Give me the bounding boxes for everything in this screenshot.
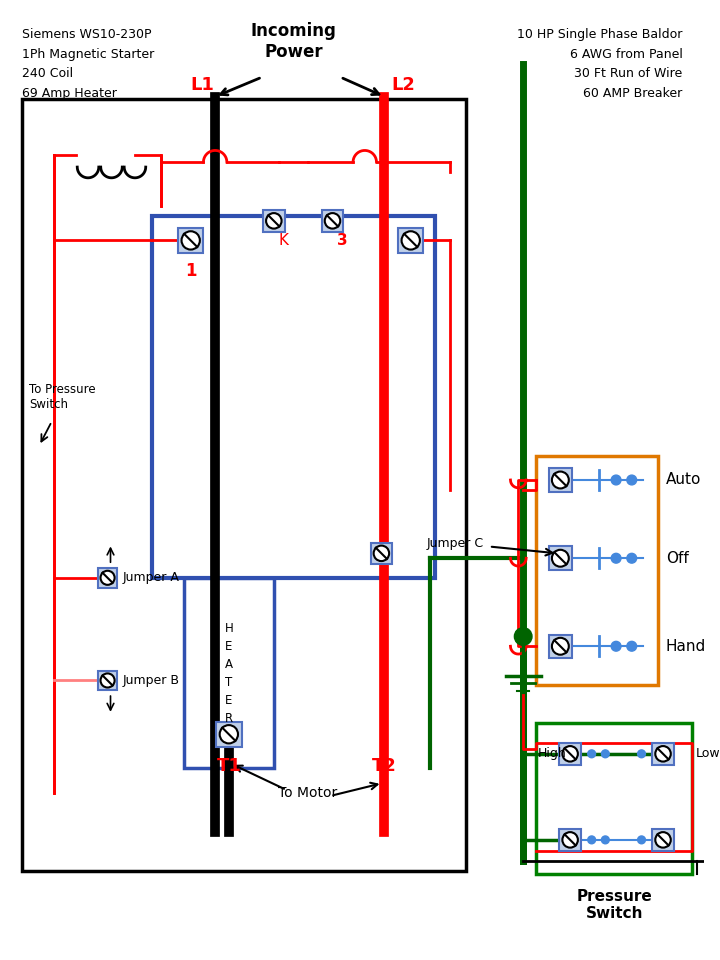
Text: Incoming
Power: Incoming Power: [251, 22, 336, 61]
Circle shape: [374, 545, 389, 561]
Bar: [536, 723, 693, 875]
Circle shape: [552, 550, 569, 566]
Circle shape: [562, 832, 578, 848]
Bar: [549, 635, 572, 658]
Text: 6 AWG from Panel: 6 AWG from Panel: [570, 48, 683, 60]
Text: L2: L2: [391, 76, 415, 94]
Bar: [152, 216, 435, 578]
Circle shape: [627, 641, 636, 651]
Circle shape: [611, 553, 621, 564]
Bar: [398, 228, 423, 253]
Bar: [184, 578, 274, 769]
Text: Jumper C: Jumper C: [426, 537, 484, 550]
Text: 69 Amp Heater: 69 Amp Heater: [22, 86, 117, 100]
Bar: [559, 743, 581, 764]
Bar: [178, 228, 204, 253]
Text: 30 Ft Run of Wire: 30 Ft Run of Wire: [575, 67, 683, 81]
Text: Jumper A: Jumper A: [122, 571, 179, 585]
Bar: [322, 210, 343, 231]
Bar: [652, 829, 674, 851]
Bar: [263, 210, 284, 231]
Text: 3: 3: [338, 232, 348, 248]
Circle shape: [266, 213, 282, 228]
Text: Off: Off: [666, 551, 689, 565]
Circle shape: [514, 628, 532, 645]
Text: 60 AMP Breaker: 60 AMP Breaker: [583, 86, 683, 100]
Text: 10 HP Single Phase Baldor: 10 HP Single Phase Baldor: [517, 28, 683, 41]
Circle shape: [638, 750, 645, 757]
Text: T2: T2: [372, 756, 397, 775]
Circle shape: [181, 231, 200, 250]
Bar: [371, 542, 392, 564]
Circle shape: [101, 571, 114, 585]
Bar: [549, 468, 572, 492]
Circle shape: [655, 832, 671, 848]
Bar: [536, 456, 658, 685]
Circle shape: [552, 637, 569, 655]
Text: Auto: Auto: [666, 472, 701, 488]
Text: Low: Low: [696, 747, 720, 760]
Text: 240 Coil: 240 Coil: [22, 67, 73, 81]
Text: To Pressure
Switch: To Pressure Switch: [30, 383, 96, 411]
Circle shape: [611, 475, 621, 485]
Circle shape: [655, 746, 671, 761]
Circle shape: [402, 231, 420, 250]
Bar: [98, 568, 117, 588]
Circle shape: [101, 673, 114, 687]
Circle shape: [588, 750, 595, 757]
Text: K: K: [279, 232, 289, 248]
Text: L1: L1: [191, 76, 215, 94]
Text: High: High: [538, 747, 567, 760]
Circle shape: [562, 746, 578, 761]
Circle shape: [220, 725, 238, 743]
Circle shape: [552, 471, 569, 489]
Circle shape: [588, 836, 595, 844]
Text: T1: T1: [217, 756, 241, 775]
Circle shape: [601, 836, 609, 844]
Text: 1Ph Magnetic Starter: 1Ph Magnetic Starter: [22, 48, 154, 60]
Circle shape: [627, 475, 636, 485]
Bar: [559, 829, 581, 851]
Circle shape: [638, 836, 645, 844]
Text: Siemens WS10-230P: Siemens WS10-230P: [22, 28, 151, 41]
Text: To Motor: To Motor: [279, 786, 338, 800]
Circle shape: [627, 553, 636, 564]
Text: Pressure
Switch: Pressure Switch: [576, 889, 652, 922]
Bar: [216, 722, 241, 747]
Bar: [549, 546, 572, 570]
Circle shape: [601, 750, 609, 757]
Circle shape: [611, 641, 621, 651]
Text: Hand: Hand: [666, 638, 706, 654]
Bar: [98, 671, 117, 690]
Text: H
E
A
T
E
R: H E A T E R: [225, 622, 233, 725]
Text: Jumper B: Jumper B: [122, 674, 179, 687]
Bar: [22, 99, 467, 871]
Circle shape: [325, 213, 341, 228]
Bar: [652, 743, 674, 764]
Text: 1: 1: [185, 262, 197, 280]
